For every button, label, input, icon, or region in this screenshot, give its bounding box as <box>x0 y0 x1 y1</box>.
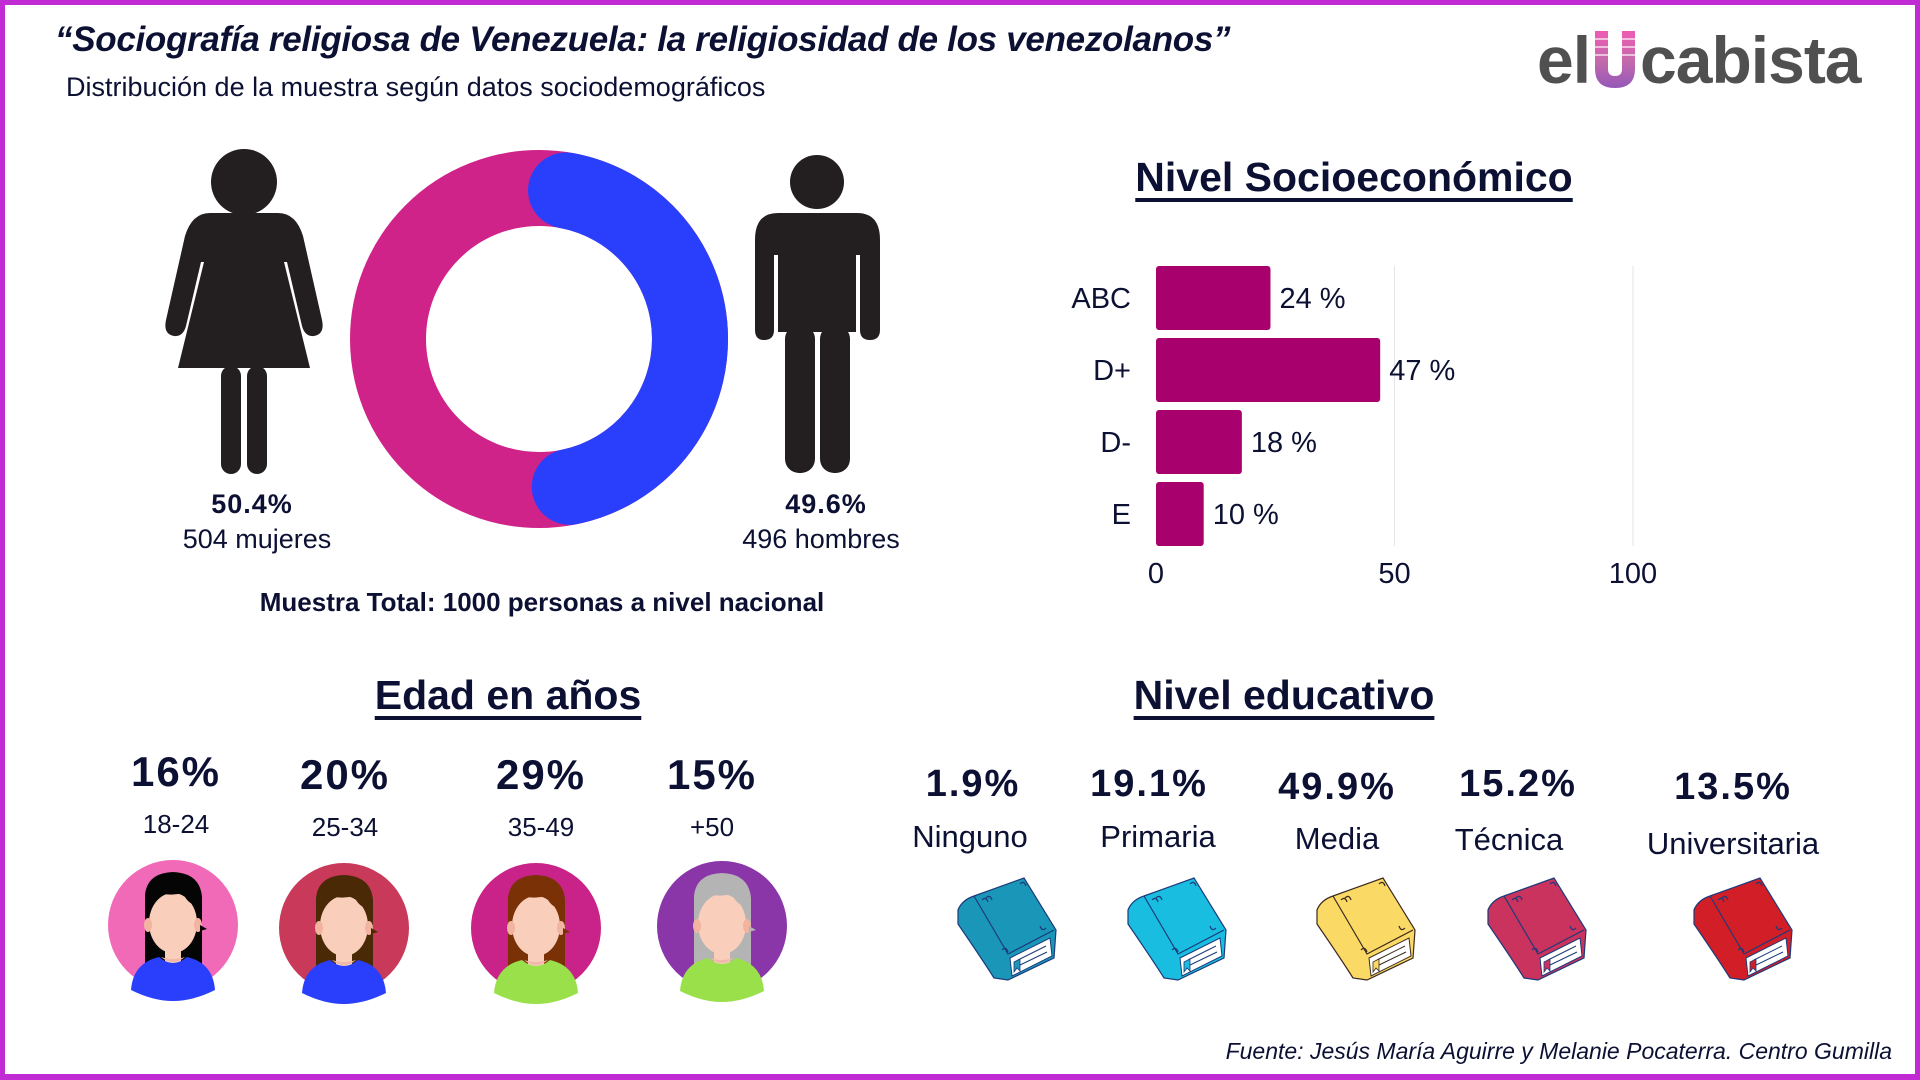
education-label: Técnica <box>1454 822 1564 857</box>
source-note: Fuente: Jesús María Aguirre y Melanie Po… <box>1225 1038 1892 1064</box>
education-percent: 15.2% <box>1459 763 1577 805</box>
male-percent: 49.6% <box>785 489 867 519</box>
age-percent: 16% <box>130 748 222 795</box>
x-tick-label: 100 <box>1609 558 1657 590</box>
education-percent: 49.9% <box>1278 766 1396 808</box>
age-range: 18-24 <box>142 809 210 839</box>
bar <box>1156 482 1204 546</box>
book-icon <box>1487 877 1587 981</box>
age-range: 35-49 <box>507 812 575 842</box>
education-label: Universitaria <box>1646 826 1820 861</box>
category-label: D+ <box>1093 355 1131 387</box>
education-percent: 19.1% <box>1090 763 1208 805</box>
sample-total: Muestra Total: 1000 personas a nivel nac… <box>259 587 825 617</box>
bar <box>1156 338 1381 402</box>
book-icon <box>957 877 1057 981</box>
value-label: 24 % <box>1279 283 1345 315</box>
young-woman-avatar-icon <box>108 860 238 1001</box>
male-count: 496 hombres <box>742 524 900 554</box>
logo: el cabista <box>1537 22 1862 98</box>
x-tick-label: 0 <box>1148 558 1164 590</box>
education-label: Media <box>1294 821 1380 856</box>
category-label: ABC <box>1071 283 1131 315</box>
value-label: 47 % <box>1389 355 1455 387</box>
page-subtitle: Distribución de la muestra según datos s… <box>66 72 766 102</box>
logo-prefix: el <box>1537 23 1591 97</box>
female-percent: 50.4% <box>211 489 293 519</box>
value-label: 18 % <box>1251 427 1317 459</box>
donut-slice-male <box>528 152 728 525</box>
age-percent: 15% <box>666 751 758 798</box>
page-title: “Sociografía religiosa de Venezuela: la … <box>55 20 1231 59</box>
bar <box>1156 410 1242 474</box>
education-label: Ninguno <box>912 819 1028 854</box>
x-tick-label: 50 <box>1378 558 1410 590</box>
book-icon <box>1316 877 1416 981</box>
age-range: 25-34 <box>311 812 379 842</box>
value-label: 10 % <box>1213 499 1279 531</box>
logo-suffix: cabista <box>1640 23 1861 97</box>
woman-avatar-icon <box>279 863 409 1004</box>
female-count: 504 mujeres <box>182 524 332 554</box>
age-percent: 20% <box>299 751 391 798</box>
category-label: D- <box>1100 427 1131 459</box>
age-heading: Edad en años <box>374 672 642 718</box>
education-percent: 13.5% <box>1674 766 1792 808</box>
socioeconomic-heading: Nivel Socioeconómico <box>1135 154 1573 200</box>
age-range: +50 <box>689 812 735 842</box>
education-heading: Nivel educativo <box>1133 672 1435 718</box>
logo-u-icon <box>1593 28 1637 88</box>
education-percent: 1.9% <box>925 763 1021 805</box>
bar <box>1156 266 1271 330</box>
age-percent: 29% <box>495 751 587 798</box>
book-icon <box>1693 877 1793 981</box>
category-label: E <box>1112 499 1131 531</box>
senior-woman-avatar-icon <box>657 861 787 1002</box>
education-label: Primaria <box>1100 819 1216 854</box>
book-icon <box>1127 877 1227 981</box>
woman-avatar-icon <box>471 863 601 1004</box>
